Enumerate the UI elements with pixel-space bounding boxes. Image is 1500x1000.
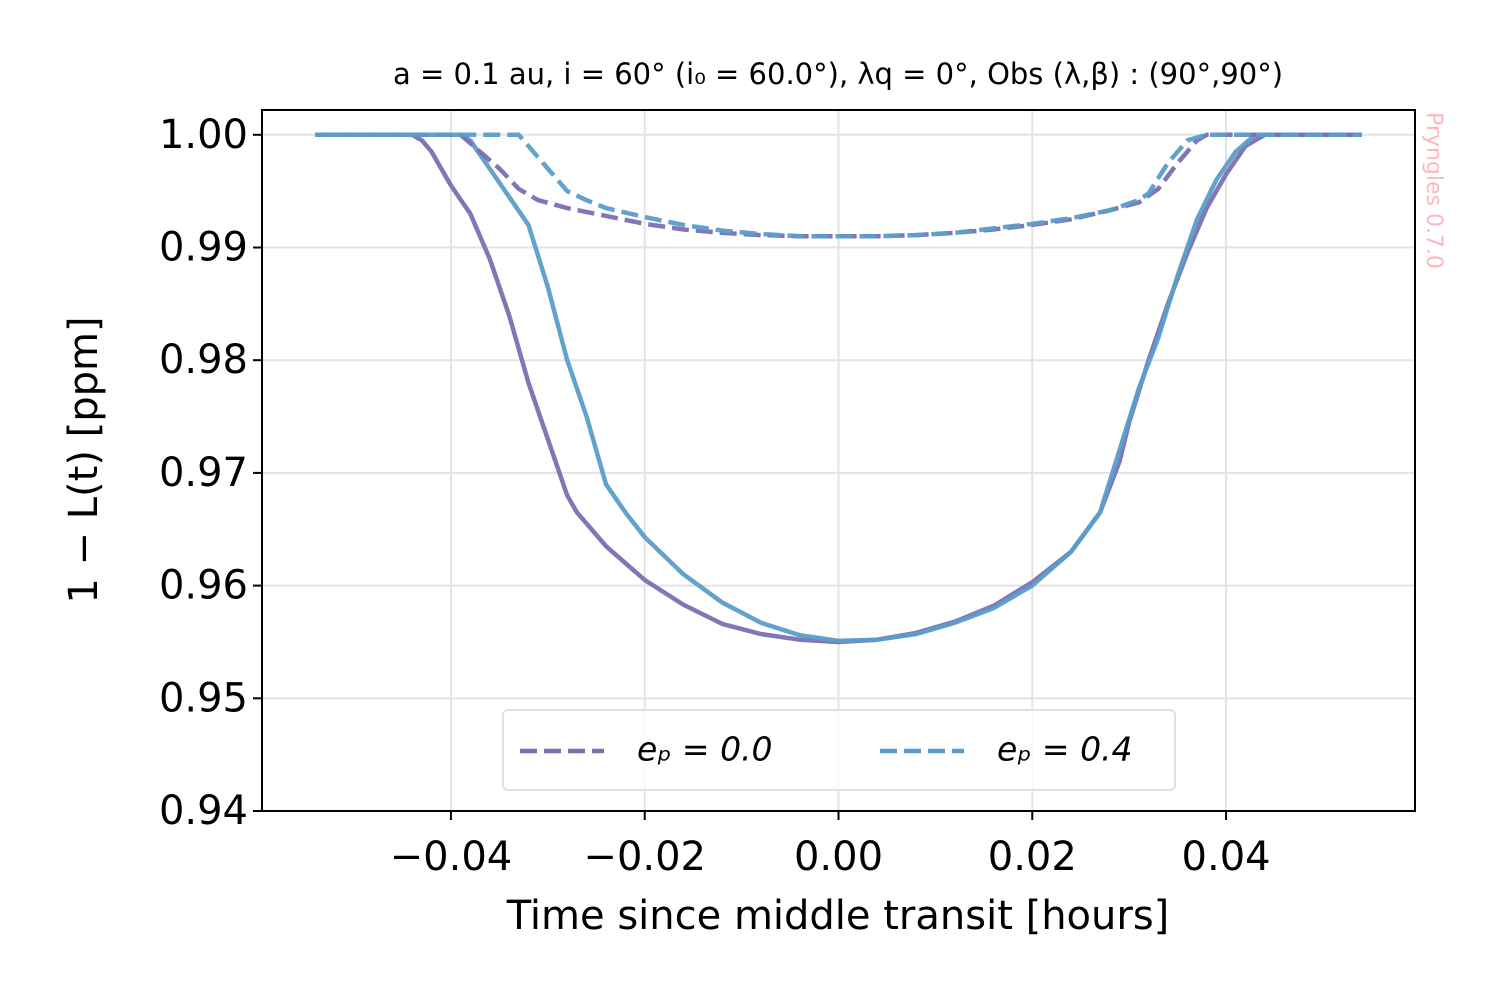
line-series xyxy=(315,132,1362,239)
x-tick-label: 0.02 xyxy=(988,834,1077,880)
chart-title: a = 0.1 au, i = 60° (i₀ = 60.0°), λq = 0… xyxy=(393,57,1283,91)
legend-box xyxy=(502,709,1176,791)
watermark: Pryngles 0.7.0 xyxy=(1421,112,1446,269)
y-tick-label: 0.95 xyxy=(159,675,248,721)
y-tick-label: 0.98 xyxy=(159,337,248,383)
line-series xyxy=(315,132,1362,239)
x-axis-label: Time since middle transit [hours] xyxy=(506,893,1170,939)
x-tick-label: −0.04 xyxy=(390,834,513,880)
y-tick-label: 1.00 xyxy=(159,112,248,158)
y-tick-label: 0.97 xyxy=(159,450,248,496)
plot-frame xyxy=(261,109,1416,812)
x-tick-label: 0.00 xyxy=(794,834,883,880)
y-tick-label: 0.99 xyxy=(159,224,248,270)
y-tick-label: 0.94 xyxy=(159,788,248,834)
legend-label: eₚ = 0.0 xyxy=(637,730,773,769)
legend-label: eₚ = 0.4 xyxy=(997,730,1133,769)
x-tick-label: 0.04 xyxy=(1182,834,1271,880)
x-tick-label: −0.02 xyxy=(583,834,706,880)
line-series xyxy=(315,132,1362,644)
y-axis-label: 1 − L(t) [ppm] xyxy=(61,316,107,603)
y-tick-label: 0.96 xyxy=(159,563,248,609)
